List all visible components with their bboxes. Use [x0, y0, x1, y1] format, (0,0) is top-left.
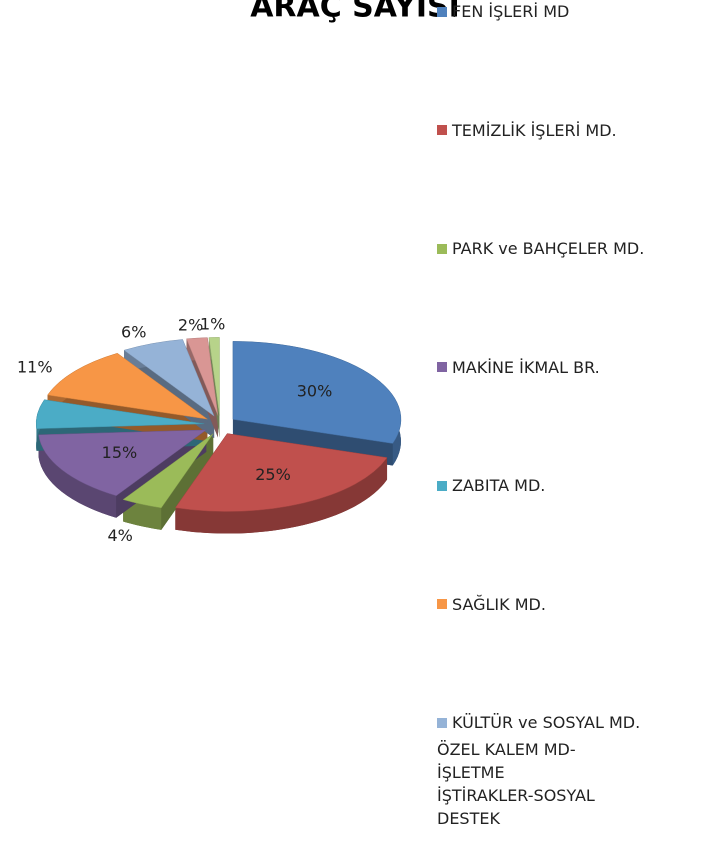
slice: [35, 399, 205, 429]
data-label: 2%: [178, 315, 203, 334]
data-label: 25%: [255, 465, 291, 484]
slice: [208, 337, 220, 416]
data-label: 30%: [297, 381, 333, 400]
legend-marker: [437, 599, 447, 609]
chart-title: ARAÇ SAYISI: [250, 0, 460, 25]
data-label: 1%: [200, 315, 225, 334]
legend-item: KÜLTÜR ve SOSYAL MD.: [437, 713, 640, 732]
slice: [186, 337, 219, 416]
data-label: 11%: [17, 357, 53, 376]
legend-item: ZABITA MD.: [437, 476, 545, 495]
slice-side: [123, 499, 162, 530]
slice: [122, 433, 214, 509]
legend-marker: [437, 125, 447, 135]
legend-label: PARK ve BAHÇELER MD.: [452, 239, 645, 258]
slice-side: [38, 434, 117, 518]
legend-label: TEMİZLİK İŞLERİ MD.: [452, 120, 617, 140]
legend-item: FEN İŞLERİ MD: [437, 2, 569, 21]
slice-side: [175, 457, 388, 534]
legend-item: TEMİZLİK İŞLERİ MD.: [437, 121, 617, 140]
legend-marker: [437, 243, 447, 254]
slice: [123, 339, 215, 417]
legend-label: FEN İŞLERİ MD: [452, 2, 570, 21]
legend-marker: [437, 480, 447, 491]
slice: [232, 341, 402, 444]
legend-label: ÖZEL KALEM MD-İŞLETME: [437, 740, 576, 782]
legend-marker: [437, 717, 447, 728]
legend-label: ZABITA MD.: [452, 476, 546, 495]
data-label: 6%: [121, 322, 146, 341]
legend-item: SAĞLIK MD.: [437, 595, 546, 614]
legend-label: MAKİNE İKMAL BR.: [452, 357, 600, 377]
slice-tops: [35, 337, 402, 512]
legend-label: İŞTİRAKLER-SOSYAL DESTEK: [437, 786, 595, 828]
legend-marker: [437, 6, 447, 17]
legend-marker: [437, 362, 447, 372]
legend-item: MAKİNE İKMAL BR.: [437, 358, 600, 377]
data-label: 4%: [108, 526, 133, 545]
slice: [174, 433, 388, 512]
legend-label: KÜLTÜR ve SOSYAL MD.: [452, 713, 641, 732]
slice: [47, 352, 208, 420]
legend-label: SAĞLIK MD.: [452, 594, 546, 614]
data-label: 15%: [102, 443, 138, 462]
slice: [38, 429, 208, 497]
legend-item: PARK ve BAHÇELER MD.: [437, 239, 644, 258]
